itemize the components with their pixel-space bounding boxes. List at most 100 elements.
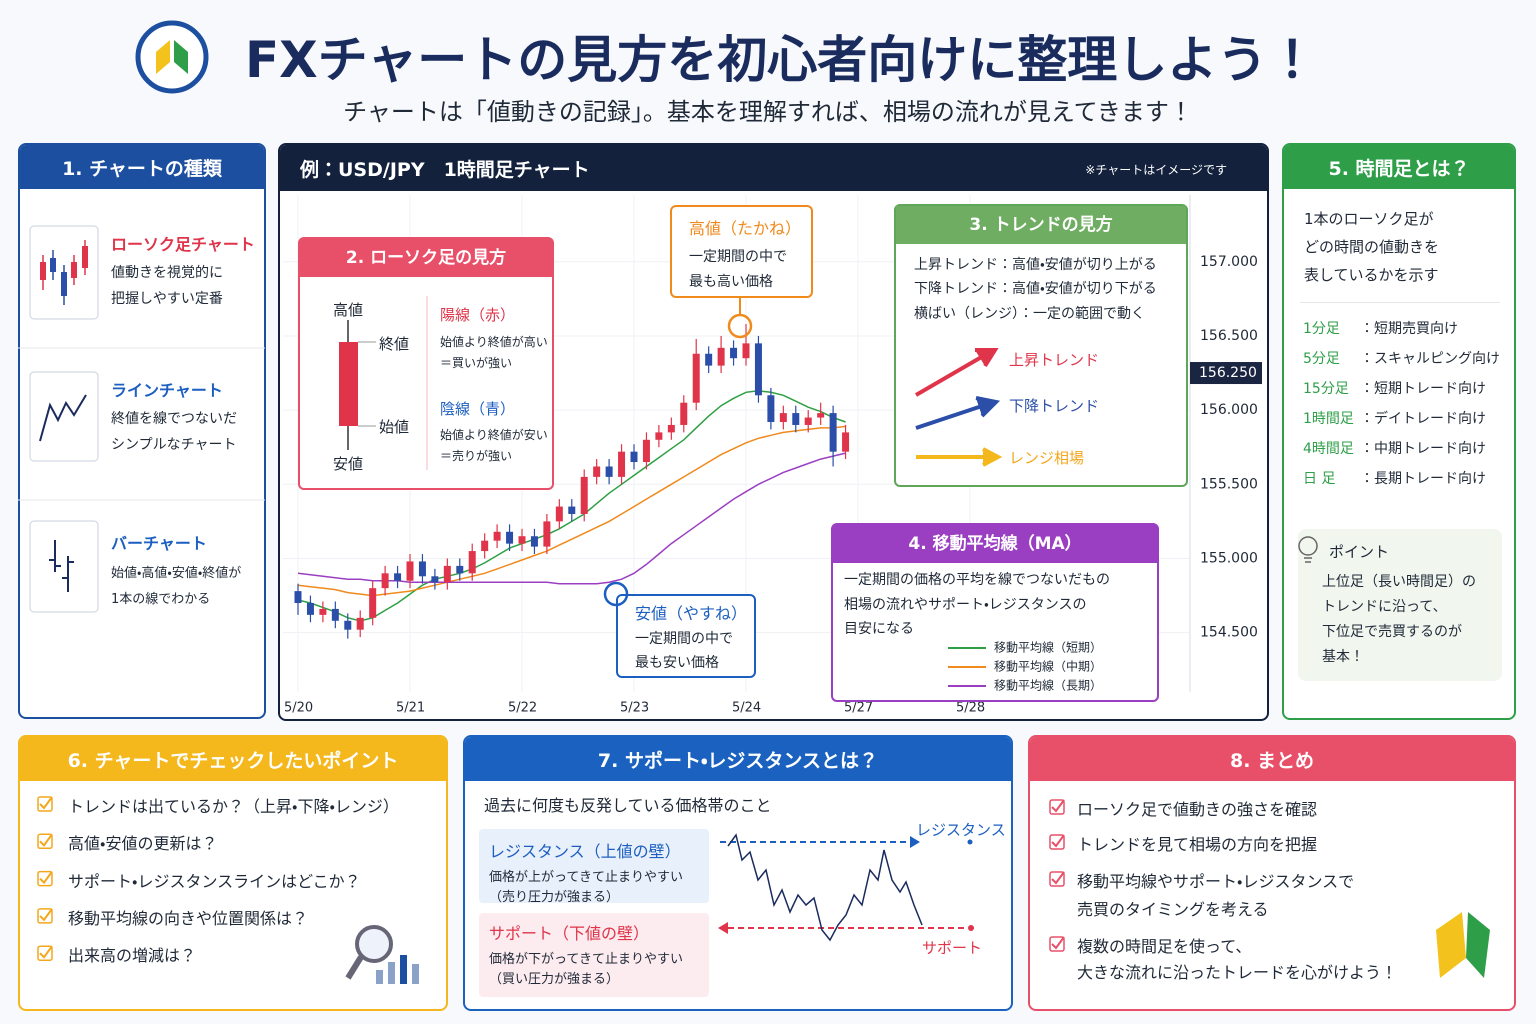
intro-text: 表しているかを示す xyxy=(1304,266,1439,284)
item-text: 1本の線でわかる xyxy=(111,592,211,607)
support-title: サポート（下値の壁） xyxy=(489,924,650,943)
support-label: サポート xyxy=(922,939,983,957)
guide-label: 終値 xyxy=(379,335,410,353)
summary-item: 大きな流れに沿ったトレードを心がけよう！ xyxy=(1077,963,1398,982)
panel-header: 例：USD/JPY 1時間足チャート xyxy=(280,145,1267,191)
guide-label: 高値 xyxy=(333,301,364,319)
intro-text: 過去に何度も反発している価格帯のこと xyxy=(484,796,772,815)
ma-guide: 4. 移動平均線（MA） xyxy=(831,523,1159,702)
callout-title: 安値（やすね） xyxy=(635,604,748,623)
timeframe-name: 1時間足 xyxy=(1303,411,1354,427)
summary-item: 複数の時間足を使って、 xyxy=(1077,937,1252,956)
box-title: 2. ローソク足の見方 xyxy=(300,239,552,277)
chart-types-panel: 1. チャートの種類 xyxy=(18,143,266,719)
item-text: シンプルなチャート xyxy=(111,437,237,453)
callout-text: 一定期間の中で xyxy=(635,631,733,647)
item-text: 始値・高値・安値・終値が xyxy=(111,566,242,581)
box-title: 3. トレンドの見方 xyxy=(896,206,1186,244)
guide-text: ＝買いが強い xyxy=(440,356,513,370)
checklist-item: 移動平均線の向きや位置関係は？ xyxy=(68,908,309,928)
checklist-item: 高値・安値の更新は？ xyxy=(68,834,218,854)
ma-text: 目安になる xyxy=(844,621,914,637)
item-text: 値動きを視覚的に xyxy=(111,265,223,281)
icon-leaf xyxy=(174,40,188,74)
icon-leaf xyxy=(156,40,170,74)
resistance-text: 価格が上がってきて止まりやすい xyxy=(489,870,683,885)
timeframe-name: 5分足 xyxy=(1303,351,1340,367)
timeframe-name: 15分足 xyxy=(1303,381,1349,397)
trend-text: 下降トレンド：高値・安値が切り下がる xyxy=(914,281,1157,297)
timeframe-desc: ：デイトレード向け xyxy=(1360,411,1486,427)
timeframe-desc: ：中期トレード向け xyxy=(1360,441,1486,457)
item-name: バーチャート xyxy=(111,534,207,553)
trend-text: 上昇トレンド：高値・安値が切り上がる xyxy=(914,257,1157,273)
arrow-label: 上昇トレンド xyxy=(1009,351,1100,369)
callout-text: 最も安い価格 xyxy=(635,655,719,671)
guide-text: ＝売りが強い xyxy=(440,449,513,463)
ma-text: 相場の流れやサポート・レジスタンスの xyxy=(844,597,1087,613)
callout-title: 高値（たかね） xyxy=(689,219,802,238)
icon-ring xyxy=(135,20,209,94)
point-text: 下位足で売買するのが xyxy=(1322,624,1462,640)
support-box xyxy=(479,913,709,997)
timeframe-desc: ：短期トレード向け xyxy=(1360,381,1486,397)
intro-text: どの時間の値動きを xyxy=(1304,238,1440,256)
resistance-title: レジスタンス（上値の壁） xyxy=(489,842,681,861)
page-title: FXチャートの見方を初心者向けに整理しよう！ xyxy=(245,31,1318,89)
guide-text: 始値より終値が高い xyxy=(440,335,548,349)
timeframe-desc: ：スキャルピング向け xyxy=(1360,351,1500,367)
point-title: ポイント xyxy=(1329,543,1390,561)
checklist-item: トレンドは出ているか？（上昇・下降・レンジ） xyxy=(68,797,399,816)
high-callout xyxy=(670,205,813,298)
chart-note: ※チャートはイメージです xyxy=(1085,163,1227,177)
arrow-label: 下降トレンド xyxy=(1009,397,1100,415)
timeframe-desc: ：長期トレード向け xyxy=(1360,471,1486,487)
panel-header: 1. チャートの種類 xyxy=(20,145,264,189)
checkpoints-panel: 6. チャートでチェックしたいポイント xyxy=(18,735,448,1011)
item-name: ローソク足チャート xyxy=(111,235,255,254)
trend-guide: 3. トレンドの見方 xyxy=(894,204,1188,487)
summary-item: 売買のタイミングを考える xyxy=(1077,900,1269,919)
point-text: トレンドに沿って、 xyxy=(1322,599,1447,615)
timeframes-panel: 5. 時間足とは？ xyxy=(1282,143,1516,720)
panel-header: 7. サポート・レジスタンスとは？ xyxy=(465,737,1011,781)
callout-text: 最も高い価格 xyxy=(689,274,773,290)
ma-text: 一定期間の価格の平均を線でつないだもの xyxy=(844,572,1110,588)
checklist-item: 出来高の増減は？ xyxy=(68,946,197,966)
guide-label: 安値 xyxy=(333,455,364,473)
checklist-item: サポート・レジスタンスラインはどこか？ xyxy=(68,871,361,891)
timeframe-name: 日 足 xyxy=(1303,471,1336,487)
guide-label: 始値 xyxy=(379,418,410,436)
timeframe-name: 4時間足 xyxy=(1303,441,1354,457)
intro-text: 1本のローソク足が xyxy=(1304,210,1434,228)
timeframe-name: 1分足 xyxy=(1303,321,1340,337)
item-text: 把握しやすい定番 xyxy=(111,291,223,307)
callout-text: 一定期間の中で xyxy=(689,249,787,265)
point-text: 基本！ xyxy=(1322,649,1364,665)
item-text: 終値を線でつないだ xyxy=(111,411,237,427)
divider xyxy=(1300,302,1500,303)
resistance-box xyxy=(479,829,709,903)
item-name: ラインチャート xyxy=(111,381,223,400)
box-title: 4. 移動平均線（MA） xyxy=(833,525,1157,563)
support-text: 価格が下がってきて止まりやすい xyxy=(489,952,683,967)
summary-item: 移動平均線やサポート・レジスタンスで xyxy=(1077,872,1355,891)
trend-text: 横ばい（レンジ）：一定の範囲で動く xyxy=(914,306,1145,322)
panel-header: 6. チャートでチェックしたいポイント xyxy=(20,737,446,781)
summary-item: ローソク足で値動きの強さを確認 xyxy=(1077,800,1318,819)
support-text: （買い圧力が強まる） xyxy=(489,972,620,987)
panel-header: 8. まとめ xyxy=(1030,737,1514,781)
page-subtitle: チャートは「値動きの記録」。基本を理解すれば、相場の流れが見えてきます！ xyxy=(343,98,1193,126)
guide-text: 始値より終値が安い xyxy=(440,428,548,442)
summary-panel: 8. まとめ xyxy=(1028,735,1516,1011)
resistance-label: レジスタンス xyxy=(916,821,1006,839)
arrow-label: レンジ相場 xyxy=(1009,449,1085,467)
summary-item: トレンドを見て相場の方向を把握 xyxy=(1077,835,1318,854)
chart-title: 例：USD/JPY 1時間足チャート xyxy=(300,158,590,181)
bull-name: 陽線（赤） xyxy=(440,306,516,324)
timeframe-desc: ：短期売買向け xyxy=(1360,321,1458,337)
resistance-text: （売り圧力が強まる） xyxy=(489,890,620,905)
point-box xyxy=(1298,529,1502,681)
